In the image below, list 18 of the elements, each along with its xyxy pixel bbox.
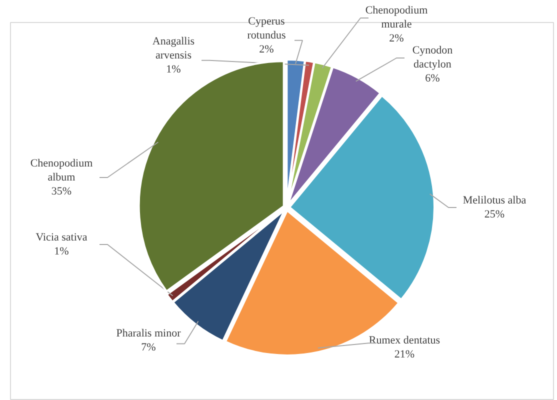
data-label: 1% [166,63,181,76]
slice-label: Chenopodium murale [365,4,428,30]
slice-label: Pharalis minor [116,328,182,340]
data-label: 2% [259,43,274,56]
data-label: 6% [425,72,440,84]
slice-label: Rumex dentatus [368,334,440,347]
data-label: 35% [51,185,72,198]
slice-label: Cynodon dactylon [412,44,454,70]
slice-label: Chenopodium album [30,158,94,184]
slice-label: Cyperus rotundus [247,16,286,42]
slice-label: Vicia sativa [36,232,88,244]
slice-label: Anagallis arvensis [152,36,195,62]
data-label: 21% [394,348,415,360]
data-label: 25% [484,208,505,220]
slice-label: Melilotus alba [462,194,526,207]
data-label: 7% [141,341,156,354]
data-label: 2% [389,32,404,44]
data-label: 1% [54,245,69,258]
